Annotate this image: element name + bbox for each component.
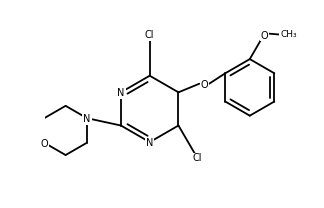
Text: O: O (201, 80, 208, 90)
Text: O: O (40, 139, 48, 149)
Text: N: N (83, 114, 91, 124)
Text: N: N (146, 138, 153, 148)
Text: Cl: Cl (192, 154, 202, 163)
Text: CH₃: CH₃ (281, 30, 297, 39)
Text: N: N (117, 88, 125, 98)
Text: O: O (261, 31, 268, 41)
Text: Cl: Cl (145, 30, 155, 40)
